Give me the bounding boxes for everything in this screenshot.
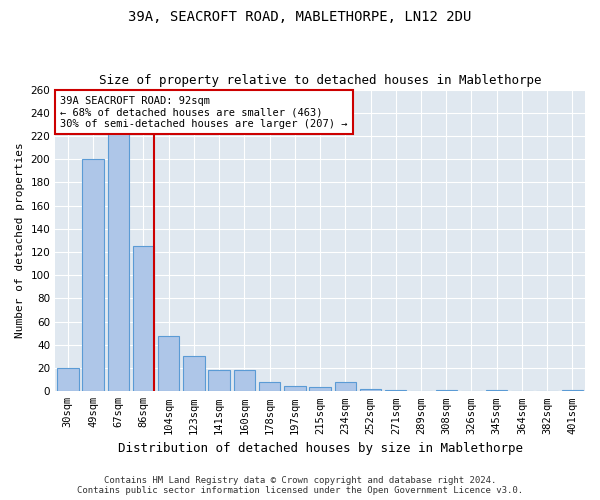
Bar bbox=[259, 382, 280, 392]
Bar bbox=[335, 382, 356, 392]
Bar bbox=[82, 159, 104, 392]
X-axis label: Distribution of detached houses by size in Mablethorpe: Distribution of detached houses by size … bbox=[118, 442, 523, 455]
Bar bbox=[385, 390, 406, 392]
Bar bbox=[562, 390, 583, 392]
Bar bbox=[284, 386, 305, 392]
Bar bbox=[360, 389, 381, 392]
Text: Contains HM Land Registry data © Crown copyright and database right 2024.
Contai: Contains HM Land Registry data © Crown c… bbox=[77, 476, 523, 495]
Bar bbox=[486, 390, 508, 392]
Text: 39A SEACROFT ROAD: 92sqm
← 68% of detached houses are smaller (463)
30% of semi-: 39A SEACROFT ROAD: 92sqm ← 68% of detach… bbox=[61, 96, 348, 129]
Y-axis label: Number of detached properties: Number of detached properties bbox=[15, 142, 25, 338]
Bar bbox=[436, 390, 457, 392]
Bar bbox=[133, 246, 154, 392]
Bar bbox=[158, 336, 179, 392]
Bar bbox=[208, 370, 230, 392]
Bar bbox=[233, 370, 255, 392]
Bar bbox=[57, 368, 79, 392]
Title: Size of property relative to detached houses in Mablethorpe: Size of property relative to detached ho… bbox=[99, 74, 541, 87]
Bar bbox=[107, 124, 129, 392]
Text: 39A, SEACROFT ROAD, MABLETHORPE, LN12 2DU: 39A, SEACROFT ROAD, MABLETHORPE, LN12 2D… bbox=[128, 10, 472, 24]
Bar bbox=[183, 356, 205, 392]
Bar bbox=[310, 386, 331, 392]
